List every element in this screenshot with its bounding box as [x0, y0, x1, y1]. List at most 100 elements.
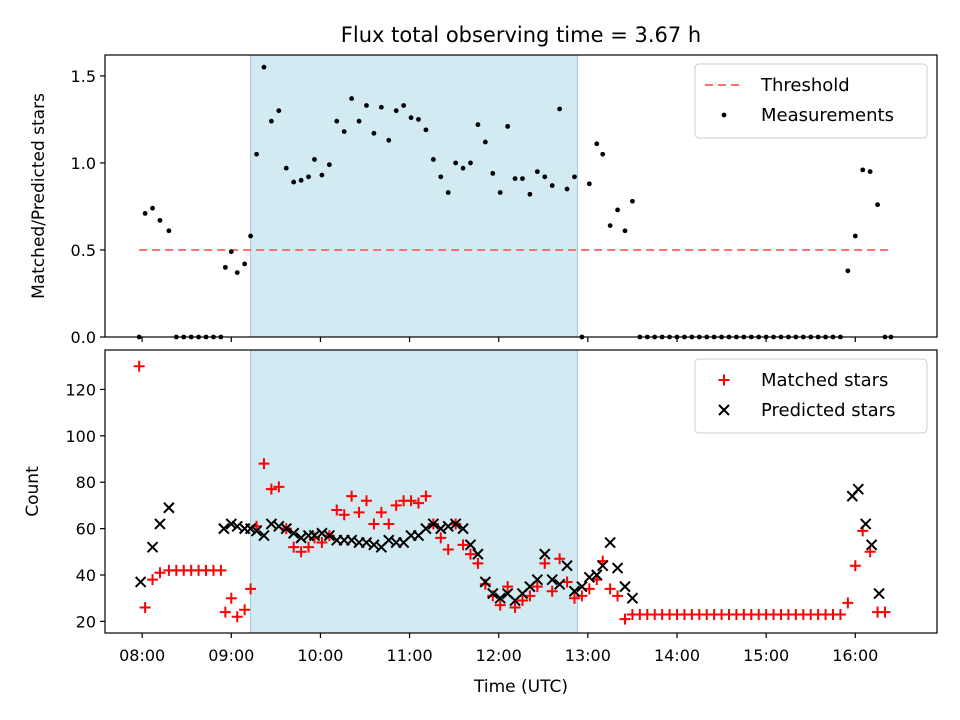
predicted-stars-point [258, 529, 270, 542]
predicted-stars-point [383, 534, 395, 546]
y-tick-label: 0.0 [71, 328, 96, 347]
matched-stars-point [531, 581, 543, 593]
predicted-stars-point [604, 536, 616, 549]
y-axis-label: Count [23, 466, 43, 517]
predicted-stars-point [487, 587, 499, 600]
predicted-stars-point [360, 536, 373, 549]
predicted-stars-point [231, 520, 243, 533]
matched-stars-point [842, 597, 854, 609]
predicted-stars-point [539, 548, 551, 560]
predicted-stars-point [479, 576, 492, 588]
matched-stars-point [225, 592, 237, 604]
predicted-stars-point [225, 518, 237, 530]
measurements-point [142, 211, 148, 216]
matched-stars-point [316, 537, 328, 549]
observing-window-span [250, 349, 578, 634]
predicted-stars-point [308, 529, 321, 542]
measurements-point [453, 160, 459, 166]
predicted-stars-point [531, 573, 544, 586]
measurements-point [572, 174, 577, 180]
matched-stars-point [405, 495, 417, 507]
predicted-stars-point [494, 592, 506, 604]
predicted-stars-point [464, 539, 477, 551]
y-tick-label: 40 [76, 566, 96, 585]
predicted-stars-point [591, 569, 603, 581]
plot-frame [104, 349, 938, 634]
measurements-point [408, 115, 414, 121]
measurements-point [594, 141, 600, 147]
predicted-stars-point [163, 502, 175, 514]
observing-window-span [250, 54, 578, 338]
matched-stars-point [879, 606, 891, 618]
measurements-point [520, 176, 525, 181]
measurements-point [600, 151, 606, 157]
measurements-point [468, 160, 473, 166]
x-tick-label: 09:00 [208, 646, 254, 665]
matched-stars-point [494, 599, 506, 611]
measurements-point [622, 228, 628, 234]
matched-stars-point [346, 490, 358, 502]
measurements-point [364, 103, 369, 108]
measurements-point [242, 261, 248, 267]
predicted-stars-point [218, 522, 230, 535]
measurements-point [356, 118, 362, 124]
matched-stars-point [360, 495, 372, 507]
matched-stars-point [258, 458, 270, 470]
measurements-point [234, 270, 240, 275]
predicted-stars-point [472, 548, 484, 560]
measurements-point [341, 129, 347, 134]
predicted-stars-point [583, 571, 596, 584]
predicted-stars-point [427, 518, 440, 530]
matched-stars-point [412, 497, 424, 509]
predicted-stars-point [295, 532, 307, 544]
measurements-point [312, 157, 317, 162]
measurements-point [549, 183, 555, 188]
matched-stars-point [864, 546, 876, 558]
matched-stars-point [383, 518, 395, 530]
measurements-point [386, 137, 392, 143]
predicted-stars-point [250, 525, 263, 537]
y-tick-label: 80 [76, 473, 96, 492]
measurements-point [349, 96, 355, 101]
matched-stars-point [139, 601, 151, 613]
chart-title: Flux total observing time = 3.67 h [341, 23, 701, 47]
predicted-stars-point [568, 585, 581, 597]
matched-stars-point [509, 601, 521, 613]
measurements-point [248, 233, 254, 239]
predicted-stars-point [553, 578, 566, 590]
legend-marker-swatch [718, 404, 730, 416]
predicted-stars-point [611, 562, 624, 574]
measurements-point [319, 172, 325, 178]
y-tick-label: 1.5 [71, 67, 96, 86]
x-tick-label: 14:00 [654, 646, 700, 665]
measurements-point [393, 108, 399, 114]
matched-stars-point [502, 581, 514, 593]
measurements-point [534, 169, 540, 175]
predicted-stars-point [852, 483, 864, 495]
x-axis-label: Time (UTC) [473, 677, 568, 697]
measurements-point [586, 181, 592, 187]
matched-stars-point [568, 592, 580, 604]
legend-box [694, 358, 928, 434]
predicted-stars-point [442, 520, 454, 533]
predicted-stars-point [457, 522, 469, 535]
measurements-point [401, 103, 407, 108]
predicted-stars-point [280, 522, 292, 535]
matched-stars-point [154, 567, 166, 579]
legend-box [694, 63, 928, 139]
predicted-stars-point [576, 580, 588, 593]
matched-stars-point [472, 557, 484, 569]
measurements-point [482, 139, 488, 145]
matched-stars-point [435, 532, 447, 544]
matched-stars-point [133, 360, 145, 372]
y-axis-label: Matched/Predicted stars [29, 93, 49, 299]
matched-stars-point [231, 611, 243, 623]
measurements-point [291, 179, 297, 185]
matched-stars-point [561, 576, 573, 588]
measurements-point [505, 123, 511, 129]
predicted-stars-point [345, 534, 358, 546]
matched-stars-point [457, 539, 469, 551]
measurements-point [222, 264, 228, 270]
measurements-point [445, 190, 451, 195]
measurements-point [615, 207, 620, 213]
